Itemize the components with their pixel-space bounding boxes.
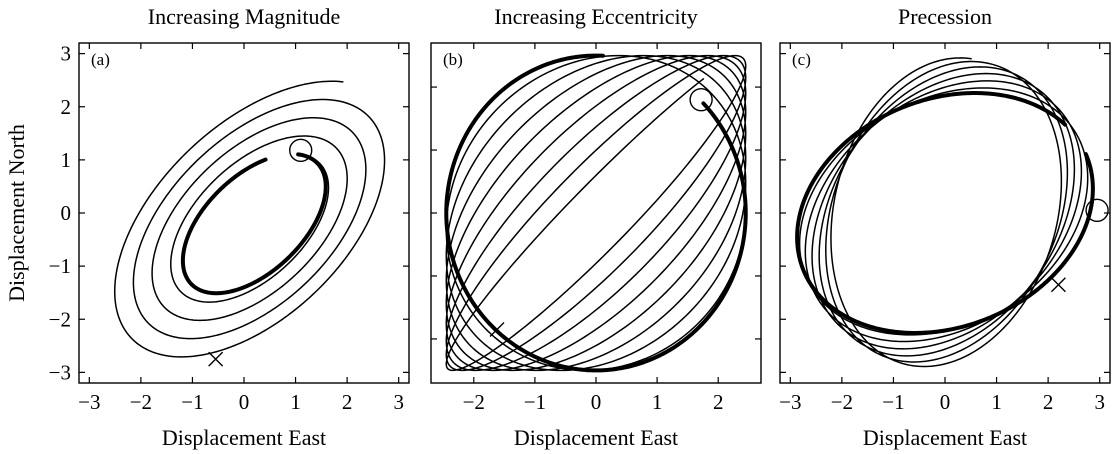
x-axis-label-a: Displacement East <box>162 425 326 450</box>
panel-c: −3 −2 −1 0 1 2 3 Precession Displacement East (c) <box>779 4 1111 450</box>
x-tick-label-c: −2 <box>831 390 853 414</box>
plot-area-c <box>795 57 1095 368</box>
x-tick-label-c: 2 <box>1043 390 1054 414</box>
plot-area-b <box>444 53 748 373</box>
chart-title-b: Increasing Eccentricity <box>494 4 697 29</box>
y-tick-label-a: 2 <box>61 95 72 119</box>
x-tick-label-a: 0 <box>239 390 250 414</box>
trajectory-bold-b <box>444 53 748 373</box>
x-tick-label-b: −1 <box>524 390 546 414</box>
end-marker-a <box>289 138 313 163</box>
y-tick-label-a: −2 <box>49 307 71 331</box>
x-tick-label-c: −3 <box>779 390 801 414</box>
panel-label-a: (a) <box>91 50 110 69</box>
x-tick-label-b: 1 <box>652 390 663 414</box>
x-tick-label-b: −2 <box>463 390 485 414</box>
x-tick-label-a: 2 <box>342 390 353 414</box>
y-tick-label-a: −1 <box>49 254 71 278</box>
chart-title-a: Increasing Magnitude <box>148 4 340 29</box>
x-tick-label-b: 0 <box>591 390 602 414</box>
trajectory-thin-c <box>798 57 1094 368</box>
x-tick-label-c: 3 <box>1094 390 1105 414</box>
panel-label-c: (c) <box>792 50 811 69</box>
end-marker-b <box>689 87 713 112</box>
y-tick-label-a: −3 <box>49 360 71 384</box>
x-tick-label-a: 1 <box>290 390 301 414</box>
x-tick-label-a: −1 <box>181 390 203 414</box>
trajectory-thin-b <box>445 54 747 372</box>
plot-area-a <box>113 80 386 358</box>
plot-frame-a <box>78 42 410 384</box>
x-tick-label-c: 1 <box>991 390 1002 414</box>
y-tick-label-a: 1 <box>61 148 72 172</box>
y-tick-label-a: 3 <box>61 42 72 66</box>
y-tick-label-a: 0 <box>61 201 72 225</box>
panel-b: −2 −1 0 1 2 Increasing Eccentricity Displaceme… <box>430 4 762 450</box>
x-axis-label-c: Displacement East <box>863 425 1027 450</box>
x-tick-label-a: −2 <box>130 390 152 414</box>
trajectory-thin-a <box>113 80 386 358</box>
start-marker-c <box>1050 277 1066 293</box>
x-tick-label-c: 0 <box>940 390 951 414</box>
x-axis-label-b: Displacement East <box>514 425 678 450</box>
x-tick-label-a: −3 <box>78 390 100 414</box>
x-tick-label-c: −1 <box>882 390 904 414</box>
trajectory-bold-a <box>180 152 328 296</box>
x-tick-label-b: 2 <box>713 390 724 414</box>
end-marker-c <box>1085 198 1109 223</box>
y-axis-label: Displacement North <box>4 124 29 302</box>
panel-a: −3 −2 −1 0 1 2 3 −3 −2 −1 0 1 2 3 Increasing Magnitude… <box>4 4 410 450</box>
chart-title-c: Precession <box>898 4 992 29</box>
x-tick-label-a: 3 <box>393 390 404 414</box>
start-marker-a <box>208 351 224 367</box>
trajectory-bold-c <box>795 91 1095 335</box>
start-marker-b <box>489 321 505 337</box>
panel-label-b: (b) <box>443 50 463 69</box>
